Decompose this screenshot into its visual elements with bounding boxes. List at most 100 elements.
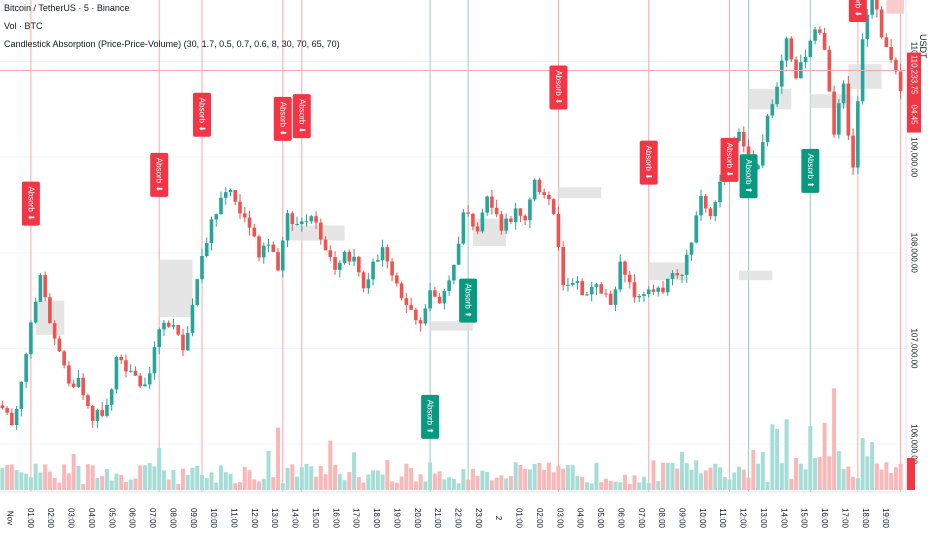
volume-bar xyxy=(128,479,133,490)
volume-bar xyxy=(456,483,461,490)
candle-body xyxy=(760,142,765,166)
volume-bar xyxy=(43,464,48,490)
candle-body xyxy=(71,383,76,387)
candle-body xyxy=(114,356,119,390)
candle-body xyxy=(252,227,257,237)
absorption-label-text: Absorb ⬇ xyxy=(297,99,306,133)
candle-body xyxy=(242,213,247,218)
candle-body xyxy=(76,377,81,387)
absorption-label-bear[interactable]: Absorb ⬇ xyxy=(549,65,568,110)
volume-bar xyxy=(708,467,713,490)
symbol-title[interactable]: Bitcoin / TetherUS · 5 · Binance xyxy=(4,3,130,13)
price-tick-label: 108,000.00 xyxy=(910,233,919,274)
volume-bar xyxy=(527,469,532,490)
chart-grid xyxy=(0,61,906,445)
candle-body xyxy=(822,32,827,50)
candle-body xyxy=(480,212,485,232)
time-tick-label: 16:00 xyxy=(820,508,829,529)
candle-body xyxy=(437,296,442,304)
candle-body xyxy=(271,244,276,253)
candle-body xyxy=(228,190,233,193)
volume-bar xyxy=(832,388,837,490)
candle-body xyxy=(452,264,456,281)
candle-body xyxy=(765,115,770,143)
volume-bar xyxy=(413,481,418,490)
absorption-label-bull[interactable]: Absorb ⬆ xyxy=(421,394,440,439)
time-tick-label: 19:00 xyxy=(392,508,401,529)
time-tick-label: 04:00 xyxy=(576,508,585,529)
volume-bar xyxy=(570,465,575,490)
absorption-zone xyxy=(739,270,773,281)
volume-bar xyxy=(276,427,281,490)
absorption-label-bear[interactable]: Absorb ⬇ xyxy=(720,137,739,182)
absorption-label-bear[interactable]: Absorb ⬇ xyxy=(21,181,40,226)
volume-bar xyxy=(589,483,594,490)
absorption-label-bull[interactable]: Absorb ⬆ xyxy=(739,154,758,199)
time-tick-label: 18:00 xyxy=(861,508,870,529)
candle-body xyxy=(694,215,699,243)
volume-bar xyxy=(204,478,209,490)
absorption-label-bear[interactable]: Absorb ⬇ xyxy=(639,140,658,185)
candle-body xyxy=(290,213,295,225)
candle-body xyxy=(713,202,718,217)
absorption-label-text: Absorb ⬇ xyxy=(853,0,862,17)
time-tick-label: 18:00 xyxy=(372,508,381,529)
candle-body xyxy=(338,262,342,270)
volume-bar xyxy=(380,474,385,490)
absorption-label-bear[interactable]: Absorb ⬇ xyxy=(292,94,311,139)
candle-body xyxy=(57,338,62,352)
absorption-label-bear[interactable]: Absorb ⬇ xyxy=(273,96,292,141)
candle-body xyxy=(684,254,689,275)
volume-bar xyxy=(442,479,447,490)
candle-body xyxy=(746,146,751,155)
time-tick-label: 09:00 xyxy=(678,508,687,529)
time-tick-label: 14:00 xyxy=(779,508,788,529)
volume-bar xyxy=(109,480,114,490)
volume-bar xyxy=(104,469,109,490)
absorption-label-text: Absorb ⬆ xyxy=(744,159,753,193)
time-tick-label: 04:00 xyxy=(87,508,96,529)
absorption-label-text: Absorb ⬆ xyxy=(806,154,815,188)
volume-bar xyxy=(779,463,784,490)
volume-bar xyxy=(475,475,480,490)
volume-bar xyxy=(280,483,285,490)
candle-body xyxy=(52,323,57,339)
candle-body xyxy=(471,213,475,227)
absorption-label-box xyxy=(192,92,211,137)
candle-body xyxy=(395,275,399,284)
volume-bar xyxy=(622,474,627,490)
candle-body xyxy=(0,405,5,409)
volume-bar xyxy=(19,472,24,490)
absorption-label-bull[interactable]: Absorb ⬆ xyxy=(801,148,820,193)
volume-bar xyxy=(238,482,243,490)
time-tick-label: 19:00 xyxy=(881,508,890,529)
volume-bar xyxy=(138,465,143,490)
time-tick-label: 02:00 xyxy=(535,508,544,529)
volume-bar xyxy=(656,481,661,490)
candle-body xyxy=(456,243,461,265)
volume-bar xyxy=(371,470,376,490)
absorption-label-bear[interactable]: Absorb ⬇ xyxy=(150,152,169,197)
candle-body xyxy=(138,375,143,387)
time-tick-label: 23:00 xyxy=(474,508,483,529)
absorption-label-bear[interactable]: Absorb ⬇ xyxy=(848,0,867,22)
volume-bar xyxy=(123,481,128,490)
absorption-indicator-label[interactable]: Candlestick Absorption (Price-Price-Volu… xyxy=(4,39,340,49)
absorption-label-bear[interactable]: Absorb ⬇ xyxy=(192,92,211,137)
volume-bar xyxy=(318,466,323,490)
volume-indicator-label[interactable]: Vol · BTC xyxy=(4,21,43,31)
absorption-label-box xyxy=(21,181,40,226)
volume-bar xyxy=(114,473,119,490)
volume-bar xyxy=(214,482,219,490)
time-tick-label: 06:00 xyxy=(128,508,137,529)
volume-bar xyxy=(898,463,903,490)
time-tick-label: 02:00 xyxy=(46,508,55,529)
volume-bar xyxy=(789,478,794,490)
candle-body xyxy=(328,250,333,258)
candle-body xyxy=(318,222,323,240)
candle-body xyxy=(204,243,209,256)
volume-bar xyxy=(394,482,399,490)
volume-bar xyxy=(285,467,290,490)
absorption-label-bull[interactable]: Absorb ⬆ xyxy=(459,278,478,323)
